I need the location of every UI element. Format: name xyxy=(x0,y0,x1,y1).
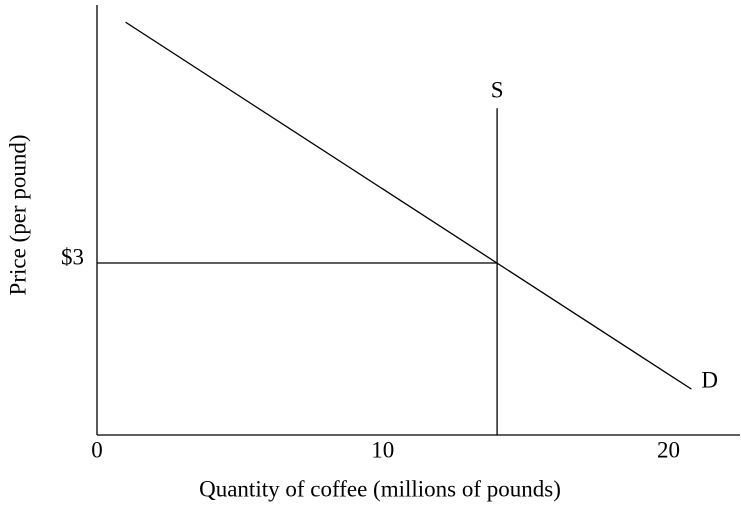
y-tick-label: $3 xyxy=(61,244,84,269)
curve-label: D xyxy=(701,367,718,392)
y-axis-label: Price (per pound) xyxy=(5,135,30,296)
x-tick-label: 0 xyxy=(91,437,103,462)
curve xyxy=(125,21,692,390)
x-axis-label: Quantity of coffee (millions of pounds) xyxy=(199,476,561,501)
curve-label: S xyxy=(491,77,504,102)
x-tick-label: 10 xyxy=(371,437,394,462)
x-tick-label: 20 xyxy=(657,437,680,462)
